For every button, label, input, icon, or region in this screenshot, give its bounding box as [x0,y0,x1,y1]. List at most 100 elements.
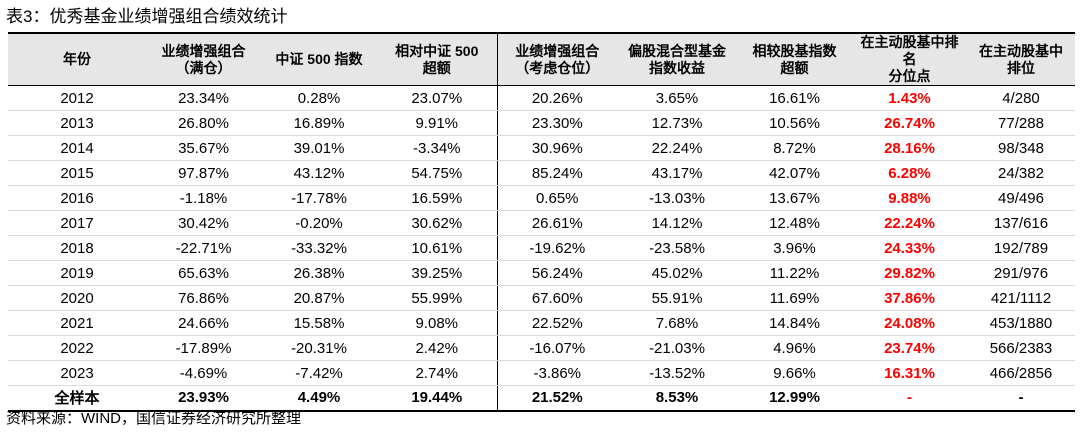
cell-year: 2016 [8,185,146,211]
cell-hybrid-index: 8.53% [617,385,737,412]
cell-rank: 192/789 [967,235,1075,261]
cell-csi500: 20.87% [261,285,377,311]
col-header-excess-hybrid: 相较股基指数 超额 [737,33,852,86]
cell-hybrid-index: 12.73% [617,110,737,136]
table-row: 2020 76.86% 20.87% 55.99% 67.60% 55.91% 11.69%… [8,285,1075,311]
cell-excess-hybrid: 11.69% [737,285,852,311]
cell-enhanced-full: -22.71% [146,235,261,261]
cell-year: 2023 [8,360,146,386]
cell-year: 2014 [8,135,146,161]
cell-percentile: 29.82% [852,260,967,286]
cell-rank: 98/348 [967,135,1075,161]
cell-csi500: 39.01% [261,135,377,161]
cell-percentile: 6.28% [852,160,967,186]
cell-enhanced-position: -19.62% [496,235,617,261]
cell-year: 2020 [8,285,146,311]
cell-enhanced-full: -4.69% [146,360,261,386]
col-header-enhanced-position: 业绩增强组合 （考虑仓位） [496,33,617,86]
table-row: 2016 -1.18% -17.78% 16.59% 0.65% -13.03% 13.67… [8,185,1075,211]
cell-csi500: -33.32% [261,235,377,261]
cell-year: 全样本 [8,385,146,412]
cell-enhanced-full: 24.66% [146,310,261,336]
cell-excess-csi500: 9.08% [377,310,497,336]
cell-hybrid-index: -23.58% [617,235,737,261]
cell-hybrid-index: 14.12% [617,210,737,236]
cell-excess-csi500: 54.75% [377,160,497,186]
cell-csi500: -7.42% [261,360,377,386]
cell-rank: 421/1112 [967,285,1075,311]
cell-rank: 49/496 [967,185,1075,211]
cell-percentile: 23.74% [852,335,967,361]
cell-excess-csi500: 10.61% [377,235,497,261]
cell-enhanced-full: 23.93% [146,385,261,412]
cell-csi500: 4.49% [261,385,377,412]
cell-hybrid-index: -13.03% [617,185,737,211]
cell-year: 2012 [8,85,146,111]
cell-enhanced-position: 56.24% [496,260,617,286]
cell-excess-csi500: 23.07% [377,85,497,111]
col-header-excess-csi500: 相对中证 500 超额 [377,33,497,86]
cell-csi500: -20.31% [261,335,377,361]
table-row: 2017 30.42% -0.20% 30.62% 26.61% 14.12% 12.48%… [8,210,1075,236]
cell-rank: 291/976 [967,260,1075,286]
cell-hybrid-index: 45.02% [617,260,737,286]
table-row: 2012 23.34% 0.28% 23.07% 20.26% 3.65% 16.61% 1.… [8,85,1075,111]
cell-rank: 4/280 [967,85,1075,111]
cell-excess-hybrid: 10.56% [737,110,852,136]
col-header-enhanced-full: 业绩增强组合 （满仓） [146,33,261,86]
cell-percentile: 28.16% [852,135,967,161]
cell-enhanced-full: 97.87% [146,160,261,186]
table-row: 2023 -4.69% -7.42% 2.74% -3.86% -13.52% 9.66% 1… [8,360,1075,386]
cell-enhanced-position: -16.07% [496,335,617,361]
cell-rank: 77/288 [967,110,1075,136]
table-row: 2013 26.80% 16.89% 9.91% 23.30% 12.73% 10.56% 2… [8,110,1075,136]
table-row: 2014 35.67% 39.01% -3.34% 30.96% 22.24% 8.72% 2… [8,135,1075,161]
cell-excess-csi500: 19.44% [377,385,497,412]
cell-percentile: 24.08% [852,310,967,336]
table-row: 2018 -22.71% -33.32% 10.61% -19.62% -23.58% 3.… [8,235,1075,261]
cell-enhanced-position: -3.86% [496,360,617,386]
total-row: 全样本 23.93% 4.49% 19.44% 21.52% 8.53% 12.99% - - [8,385,1075,412]
cell-excess-hybrid: 13.67% [737,185,852,211]
cell-rank: 137/616 [967,210,1075,236]
cell-excess-csi500: 39.25% [377,260,497,286]
cell-csi500: 15.58% [261,310,377,336]
cell-excess-hybrid: 12.48% [737,210,852,236]
cell-enhanced-position: 26.61% [496,210,617,236]
cell-rank: 566/2383 [967,335,1075,361]
cell-enhanced-full: 65.63% [146,260,261,286]
cell-excess-hybrid: 14.84% [737,310,852,336]
cell-enhanced-full: -1.18% [146,185,261,211]
cell-hybrid-index: -13.52% [617,360,737,386]
cell-enhanced-full: -17.89% [146,335,261,361]
cell-year: 2015 [8,160,146,186]
col-header-hybrid-index: 偏股混合型基金 指数收益 [617,33,737,86]
cell-excess-hybrid: 16.61% [737,85,852,111]
cell-csi500: 43.12% [261,160,377,186]
cell-year: 2019 [8,260,146,286]
cell-enhanced-position: 20.26% [496,85,617,111]
cell-enhanced-position: 0.65% [496,185,617,211]
cell-excess-hybrid: 9.66% [737,360,852,386]
cell-enhanced-full: 26.80% [146,110,261,136]
cell-hybrid-index: 3.65% [617,85,737,111]
performance-table-container: 年份 业绩增强组合 （满仓） 中证 500 指数 相对中证 500 超额 业绩增强组… [8,32,1075,412]
cell-year: 2022 [8,335,146,361]
cell-csi500: 16.89% [261,110,377,136]
cell-percentile: 24.33% [852,235,967,261]
cell-enhanced-position: 67.60% [496,285,617,311]
table-row: 2019 65.63% 26.38% 39.25% 56.24% 45.02% 11.22%… [8,260,1075,286]
cell-hybrid-index: -21.03% [617,335,737,361]
cell-enhanced-full: 23.34% [146,85,261,111]
cell-percentile: 9.88% [852,185,967,211]
cell-hybrid-index: 55.91% [617,285,737,311]
cell-enhanced-full: 76.86% [146,285,261,311]
cell-excess-csi500: -3.34% [377,135,497,161]
cell-excess-hybrid: 11.22% [737,260,852,286]
cell-rank: 24/382 [967,160,1075,186]
performance-table: 年份 业绩增强组合 （满仓） 中证 500 指数 相对中证 500 超额 业绩增强组… [8,32,1075,412]
cell-year: 2018 [8,235,146,261]
table-title: 表3：优秀基金业绩增强组合绩效统计 [6,7,288,26]
cell-percentile: 37.86% [852,285,967,311]
cell-csi500: 26.38% [261,260,377,286]
